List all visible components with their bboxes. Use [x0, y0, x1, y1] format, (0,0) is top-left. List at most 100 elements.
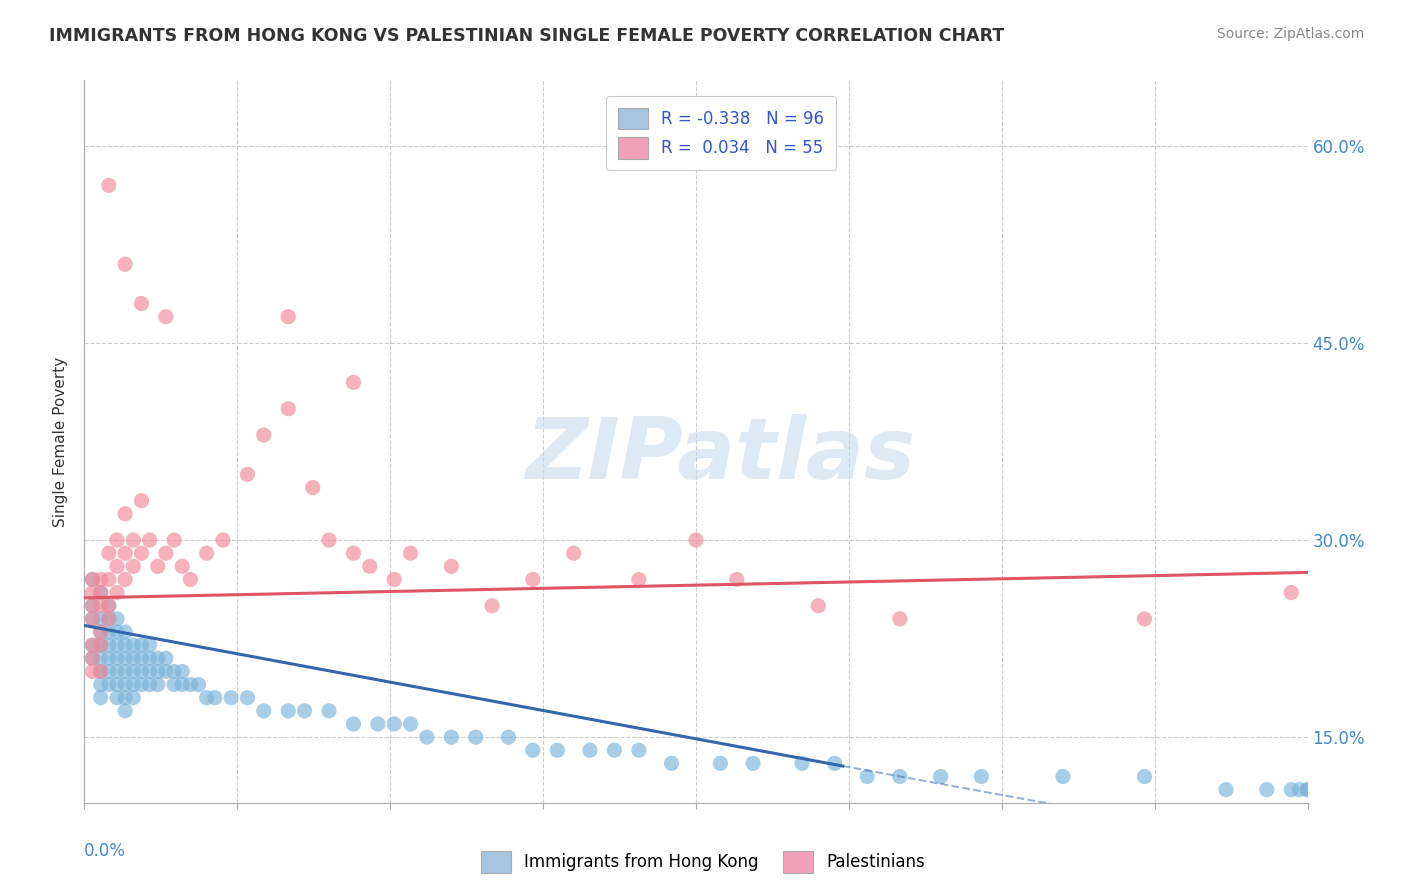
- Point: [970, 770, 993, 784]
- Point: [97, 638, 120, 652]
- Point: [179, 573, 201, 587]
- Point: [301, 481, 323, 495]
- Point: [277, 401, 299, 416]
- Point: [146, 559, 169, 574]
- Point: [105, 690, 128, 705]
- Point: [105, 677, 128, 691]
- Point: [114, 690, 136, 705]
- Point: [382, 573, 405, 587]
- Point: [824, 756, 846, 771]
- Point: [105, 612, 128, 626]
- Point: [1296, 782, 1319, 797]
- Point: [122, 690, 145, 705]
- Text: Source: ZipAtlas.com: Source: ZipAtlas.com: [1216, 27, 1364, 41]
- Point: [105, 638, 128, 652]
- Point: [97, 612, 120, 626]
- Point: [155, 651, 177, 665]
- Point: [253, 704, 276, 718]
- Legend: Immigrants from Hong Kong, Palestinians: Immigrants from Hong Kong, Palestinians: [474, 845, 932, 880]
- Point: [440, 559, 463, 574]
- Point: [82, 638, 104, 652]
- Point: [155, 546, 177, 560]
- Point: [90, 625, 112, 640]
- Point: [131, 638, 153, 652]
- Point: [82, 573, 104, 587]
- Point: [399, 717, 422, 731]
- Point: [97, 599, 120, 613]
- Point: [114, 507, 136, 521]
- Point: [179, 677, 201, 691]
- Point: [889, 612, 911, 626]
- Point: [82, 638, 104, 652]
- Point: [1133, 612, 1156, 626]
- Point: [277, 704, 299, 718]
- Point: [146, 677, 169, 691]
- Point: [82, 573, 104, 587]
- Point: [889, 770, 911, 784]
- Point: [122, 638, 145, 652]
- Point: [90, 690, 112, 705]
- Point: [146, 651, 169, 665]
- Point: [82, 612, 104, 626]
- Point: [498, 730, 520, 744]
- Point: [131, 651, 153, 665]
- Point: [114, 651, 136, 665]
- Point: [105, 651, 128, 665]
- Point: [790, 756, 813, 771]
- Point: [342, 546, 364, 560]
- Point: [122, 533, 145, 547]
- Point: [856, 770, 879, 784]
- Point: [114, 677, 136, 691]
- Y-axis label: Single Female Poverty: Single Female Poverty: [53, 357, 69, 526]
- Point: [97, 665, 120, 679]
- Point: [163, 677, 186, 691]
- Point: [122, 677, 145, 691]
- Point: [195, 546, 218, 560]
- Point: [131, 296, 153, 310]
- Point: [661, 756, 683, 771]
- Point: [187, 677, 209, 691]
- Point: [131, 665, 153, 679]
- Point: [90, 612, 112, 626]
- Point: [122, 559, 145, 574]
- Point: [131, 677, 153, 691]
- Point: [481, 599, 503, 613]
- Point: [172, 665, 194, 679]
- Point: [579, 743, 602, 757]
- Point: [131, 546, 153, 560]
- Point: [1296, 782, 1319, 797]
- Point: [1133, 770, 1156, 784]
- Point: [1288, 782, 1310, 797]
- Point: [82, 599, 104, 613]
- Point: [97, 612, 120, 626]
- Point: [90, 585, 112, 599]
- Point: [163, 665, 186, 679]
- Point: [236, 690, 259, 705]
- Point: [236, 467, 259, 482]
- Point: [90, 677, 112, 691]
- Point: [97, 573, 120, 587]
- Point: [105, 585, 128, 599]
- Point: [146, 665, 169, 679]
- Point: [97, 599, 120, 613]
- Point: [114, 257, 136, 271]
- Point: [416, 730, 439, 744]
- Point: [97, 546, 120, 560]
- Point: [105, 559, 128, 574]
- Point: [195, 690, 218, 705]
- Point: [1215, 782, 1237, 797]
- Point: [367, 717, 389, 731]
- Point: [82, 612, 104, 626]
- Point: [82, 599, 104, 613]
- Point: [90, 651, 112, 665]
- Legend: R = -0.338   N = 96, R =  0.034   N = 55: R = -0.338 N = 96, R = 0.034 N = 55: [606, 95, 837, 170]
- Point: [90, 585, 112, 599]
- Point: [97, 677, 120, 691]
- Point: [97, 651, 120, 665]
- Point: [155, 310, 177, 324]
- Point: [382, 717, 405, 731]
- Point: [294, 704, 316, 718]
- Point: [440, 730, 463, 744]
- Point: [90, 599, 112, 613]
- Point: [709, 756, 731, 771]
